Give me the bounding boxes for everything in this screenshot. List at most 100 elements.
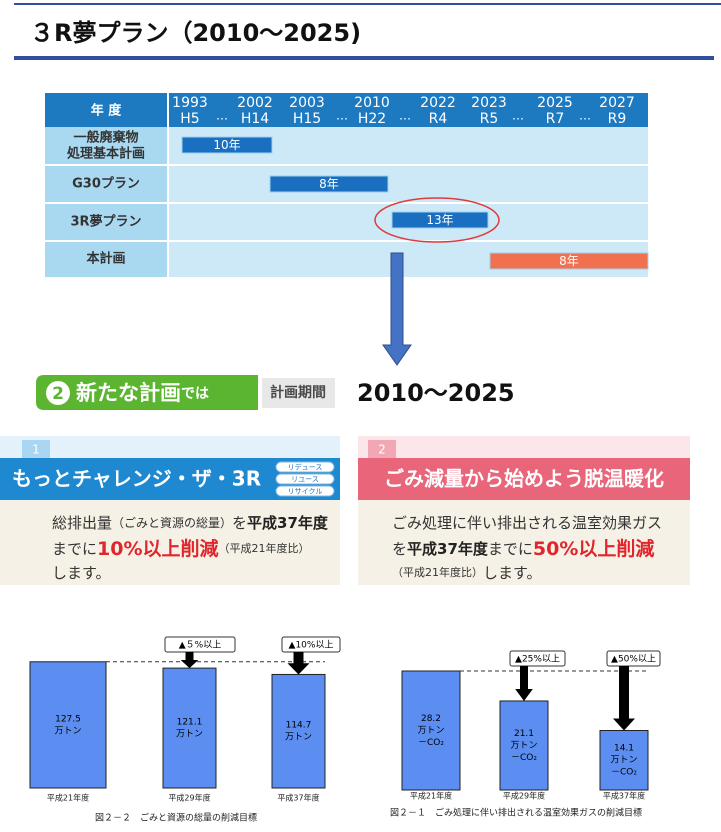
text: （平成21年度比） [219, 541, 310, 555]
tag-box [275, 473, 335, 485]
period: 2010～2025 [357, 379, 515, 407]
chart-caption: 図２－２ ごみと資源の総量の削減目標 [95, 812, 257, 824]
text: までに [488, 540, 533, 558]
separator: … [512, 109, 524, 123]
bar [271, 673, 326, 789]
year-label: 2022 [420, 95, 456, 111]
text: ごみ処理に伴い排出される温室効果ガス [392, 514, 662, 532]
badge-number: 2 [52, 384, 64, 404]
year-label: 2027 [599, 95, 635, 111]
reduction-arrow [515, 666, 533, 701]
era-label: R4 [429, 111, 448, 127]
callout-box [509, 650, 566, 667]
bar-value: 127.5 [55, 714, 81, 724]
bar-value: 14.1 [614, 744, 634, 754]
card-title: ごみ減量から始めよう脱温暖化 [384, 467, 664, 491]
card: 1 もっとチャレンジ・ザ・3R 総排出量（ごみと資源の総量）を平成37年度 まで… [0, 436, 340, 585]
text: までに [52, 540, 97, 558]
period-bar-label: 13年 [426, 213, 453, 227]
period-bar-label: 8年 [319, 177, 339, 191]
era-label: R7 [546, 111, 565, 127]
separator: … [579, 109, 591, 123]
card-tab [22, 440, 50, 458]
bar-value: 28.2 [421, 714, 441, 724]
top-rule [14, 3, 721, 5]
text: 総排出量 [52, 514, 112, 532]
period-label: 計画期間 [270, 384, 326, 401]
period-bar [391, 211, 489, 229]
bar-unit: 万トン [610, 756, 637, 766]
year-label: 2003 [289, 95, 325, 111]
text: を [392, 540, 407, 558]
era-label: H5 [180, 111, 199, 127]
bar-unit: －CO₂ [611, 768, 637, 778]
card-line: （平成21年度比）します。 [392, 564, 542, 582]
text: 平成37年度 [407, 540, 489, 558]
year-label: 2023 [471, 95, 507, 111]
year-label: 2002 [237, 95, 273, 111]
era-label: R5 [480, 111, 499, 127]
text: 10%以上削減 [97, 537, 218, 560]
card-top [0, 436, 340, 460]
category-label: 平成21年度 [47, 793, 89, 803]
bar-unit: 万トン [176, 730, 203, 740]
badge [36, 375, 258, 410]
callout-box [164, 636, 236, 653]
callout: ▲25%以上 [515, 654, 560, 665]
period-label-box [262, 378, 335, 408]
chart-caption: 図２－１ ごみ処理に伴い排出される温室効果ガスの削減目標 [390, 807, 642, 819]
card-title-bar [358, 458, 690, 500]
tag-box [275, 461, 335, 473]
card-line: ごみ処理に伴い排出される温室効果ガス [392, 514, 662, 532]
card-tab [368, 440, 396, 458]
bar-value: 121.1 [177, 718, 203, 728]
year-label: 2010 [354, 95, 390, 111]
period-bar [181, 136, 273, 154]
period-bar-label: 8年 [559, 254, 579, 268]
callout: ▲５%以上 [179, 640, 221, 651]
text: （平成21年度比） [392, 565, 483, 579]
bar-value: 114.7 [286, 721, 312, 731]
separator: … [336, 109, 348, 123]
separator: … [216, 109, 228, 123]
text: します。 [483, 564, 542, 582]
bar-unit: －CO₂ [511, 753, 537, 763]
card-body [358, 500, 690, 585]
reduction-arrow [613, 666, 635, 731]
row-label: G30プラン [72, 177, 140, 192]
card: 2 ごみ減量から始めよう脱温暖化 ごみ処理に伴い排出される温室効果ガス を平成3… [358, 436, 690, 585]
category-label: 平成29年度 [503, 791, 545, 801]
timeline-header [45, 93, 648, 127]
category-label: 平成21年度 [410, 791, 452, 801]
row-label: 本計画 [86, 251, 125, 267]
period-bar-label: 10年 [213, 138, 240, 152]
era-label: H14 [241, 111, 269, 127]
row-label: 一般廃棄物 [73, 130, 138, 146]
reduction-arrow [180, 652, 199, 669]
era-label: H15 [293, 111, 321, 127]
category-label: 平成37年度 [277, 793, 319, 803]
bar-unit: 万トン [510, 741, 537, 751]
callout: ▲50%以上 [611, 654, 656, 665]
bar-unit: －CO₂ [418, 738, 444, 748]
bar [599, 729, 649, 791]
badge-main: 新たな計画 [76, 381, 181, 405]
page-title: ３R夢プラン（2010～2025) [30, 19, 361, 47]
bar-value: 21.1 [514, 729, 534, 739]
year-label: 2025 [537, 95, 573, 111]
tag: リサイクル [288, 488, 323, 496]
tag-box [275, 485, 335, 497]
text: します。 [52, 564, 111, 582]
text: 平成37年度 [247, 514, 329, 532]
separator: … [399, 109, 411, 123]
bar [401, 670, 461, 791]
reduction-arrow [287, 652, 310, 675]
year-label: 1993 [172, 95, 208, 111]
badge-circle [46, 381, 70, 405]
bar [162, 667, 217, 789]
card-line: を平成37年度までに50%以上削減 [392, 537, 654, 560]
period-bar [269, 175, 389, 193]
card-body [0, 500, 340, 585]
bar-unit: 万トン [54, 726, 81, 736]
